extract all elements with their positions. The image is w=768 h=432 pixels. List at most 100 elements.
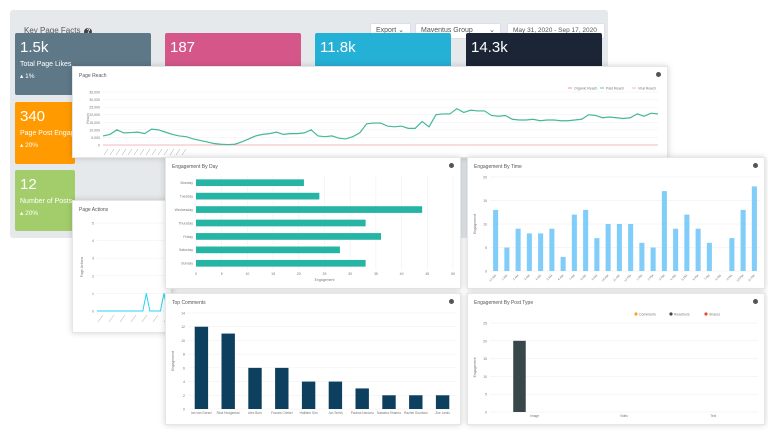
stat-label: Number of Posts xyxy=(20,198,73,205)
chart-title: Page Actions xyxy=(79,207,109,213)
bar xyxy=(355,388,369,409)
x-tick-label xyxy=(119,314,126,323)
page-actions-line xyxy=(97,293,171,312)
caret-up-icon: ▴ xyxy=(20,210,24,217)
engagement-by-time-chart: 0 5 10 15 20 Engagement 12 AM 1 AM 2 AM 3 AM 4 AM 5… xyxy=(473,176,760,283)
x-tick-label: 8 AM xyxy=(579,273,587,281)
y-tick-label: 30,000 xyxy=(89,98,100,102)
stat-change: ▴ 20% xyxy=(20,141,70,149)
legend-label: Comments xyxy=(639,312,656,316)
y-tick-label: 25,000 xyxy=(89,106,100,110)
caret-up-icon: ▴ xyxy=(20,142,24,149)
x-tick-label: Ian van Dorsel xyxy=(191,411,212,415)
y-tick-label: 20 xyxy=(483,339,487,343)
gear-icon[interactable] xyxy=(753,163,758,168)
x-axis-label: Engagement xyxy=(315,278,335,282)
x-tick-label xyxy=(157,148,163,156)
stat-value: 12 xyxy=(20,176,37,193)
x-tick-label: 2 PM xyxy=(647,273,655,281)
bar xyxy=(196,219,366,227)
x-tick-label: 0 xyxy=(195,272,197,276)
date-range-text: May 31, 2020 - Sep 17, 2020 xyxy=(513,27,597,34)
y-tick-label: 15 xyxy=(483,357,487,361)
x-tick-label: 50 xyxy=(451,272,455,276)
y-tick-label: 20 xyxy=(483,176,487,180)
y-tick-label: Tuesday xyxy=(180,194,194,198)
y-tick-label: 4 xyxy=(183,380,185,384)
bar xyxy=(382,395,396,409)
bar xyxy=(513,340,526,412)
bar xyxy=(628,224,634,271)
y-tick-label: 15 xyxy=(483,199,487,203)
panel-title: Key Page Facts? xyxy=(24,26,93,36)
x-tick-label xyxy=(109,148,115,156)
legend-label: Paid Reach xyxy=(606,87,624,91)
x-tick-label: Zoe Lewis xyxy=(435,411,450,415)
chevron-down-icon: ⌄ xyxy=(489,27,495,34)
page-reach-chart: 0 5,000 10,000 15,000 20,000 25,000 30,000 35,0… xyxy=(86,87,659,156)
y-tick-label: 0 xyxy=(485,270,487,274)
x-tick-label: 1 PM xyxy=(636,273,644,281)
y-tick-label: Friday xyxy=(183,235,193,239)
x-tick-label xyxy=(121,148,127,156)
bar xyxy=(729,238,735,271)
export-label: Export xyxy=(376,27,397,34)
page-reach-panel: Page Reach 0 5,000 10,000 15,000 20,000 25,00… xyxy=(72,66,668,158)
y-tick-label: 35,000 xyxy=(89,91,100,95)
x-tick-label: 4 AM xyxy=(534,273,542,281)
help-icon[interactable]: ? xyxy=(84,28,93,36)
group-label: Maventus Group xyxy=(421,27,473,34)
stat-value: 14.3k xyxy=(471,39,508,56)
legend-label: Organic Reach xyxy=(574,87,597,91)
chart-title: Engagement By Day xyxy=(172,164,218,170)
bar xyxy=(594,238,600,271)
x-tick-label xyxy=(181,148,187,156)
x-tick-label: 3 AM xyxy=(523,273,531,281)
bar xyxy=(196,233,382,240)
gear-icon[interactable] xyxy=(753,299,758,304)
stat-value: 187 xyxy=(170,39,196,56)
bar xyxy=(248,367,262,409)
x-tick-label xyxy=(169,148,175,156)
bar xyxy=(493,209,499,271)
bar xyxy=(706,242,712,271)
bar xyxy=(409,395,423,409)
change-text: 20% xyxy=(25,142,39,149)
bar xyxy=(221,333,235,409)
x-tick-label: 45 xyxy=(425,272,429,276)
change-text: 1% xyxy=(25,73,35,80)
gear-icon[interactable] xyxy=(656,72,661,77)
x-tick-label: 5 xyxy=(221,272,223,276)
x-tick-label: 2 AM xyxy=(512,273,520,281)
gear-icon[interactable] xyxy=(449,299,454,304)
y-axis-label: Engagement xyxy=(473,358,477,378)
bar xyxy=(515,228,521,271)
y-tick-label: 10 xyxy=(483,223,487,227)
bar xyxy=(196,206,423,213)
x-tick-label: 8 PM xyxy=(714,273,722,281)
chart-title: Engagement By Time xyxy=(474,164,522,170)
y-tick-label: Saturday xyxy=(179,248,193,252)
y-tick-label: 12 xyxy=(181,325,185,329)
bar xyxy=(301,381,316,409)
y-tick-label: Thursday xyxy=(178,221,193,225)
x-tick-label xyxy=(139,148,145,156)
y-tick-label: 0 xyxy=(485,411,487,415)
bar xyxy=(616,224,622,271)
bar xyxy=(328,381,343,409)
x-tick-label xyxy=(141,314,148,323)
x-tick-label: 9 AM xyxy=(591,273,599,281)
y-tick-label: 6 xyxy=(183,366,185,370)
x-tick-label: 25 xyxy=(323,272,327,276)
legend-swatch xyxy=(634,312,638,316)
chart-title: Page Reach xyxy=(79,73,107,79)
engagement-by-post-type-chart: 0 5 10 15 20 25 Engagement Image Video Text Commen… xyxy=(473,312,758,418)
bar xyxy=(504,247,510,271)
gear-icon[interactable] xyxy=(449,163,454,168)
x-tick-label: Rina Hodgeman xyxy=(217,411,240,415)
stat-change: ▴ 1% xyxy=(20,72,146,80)
y-tick-label: 10 xyxy=(483,375,487,379)
bar xyxy=(605,224,611,271)
x-tick-label: 7 PM xyxy=(703,273,711,281)
bar xyxy=(196,192,320,200)
